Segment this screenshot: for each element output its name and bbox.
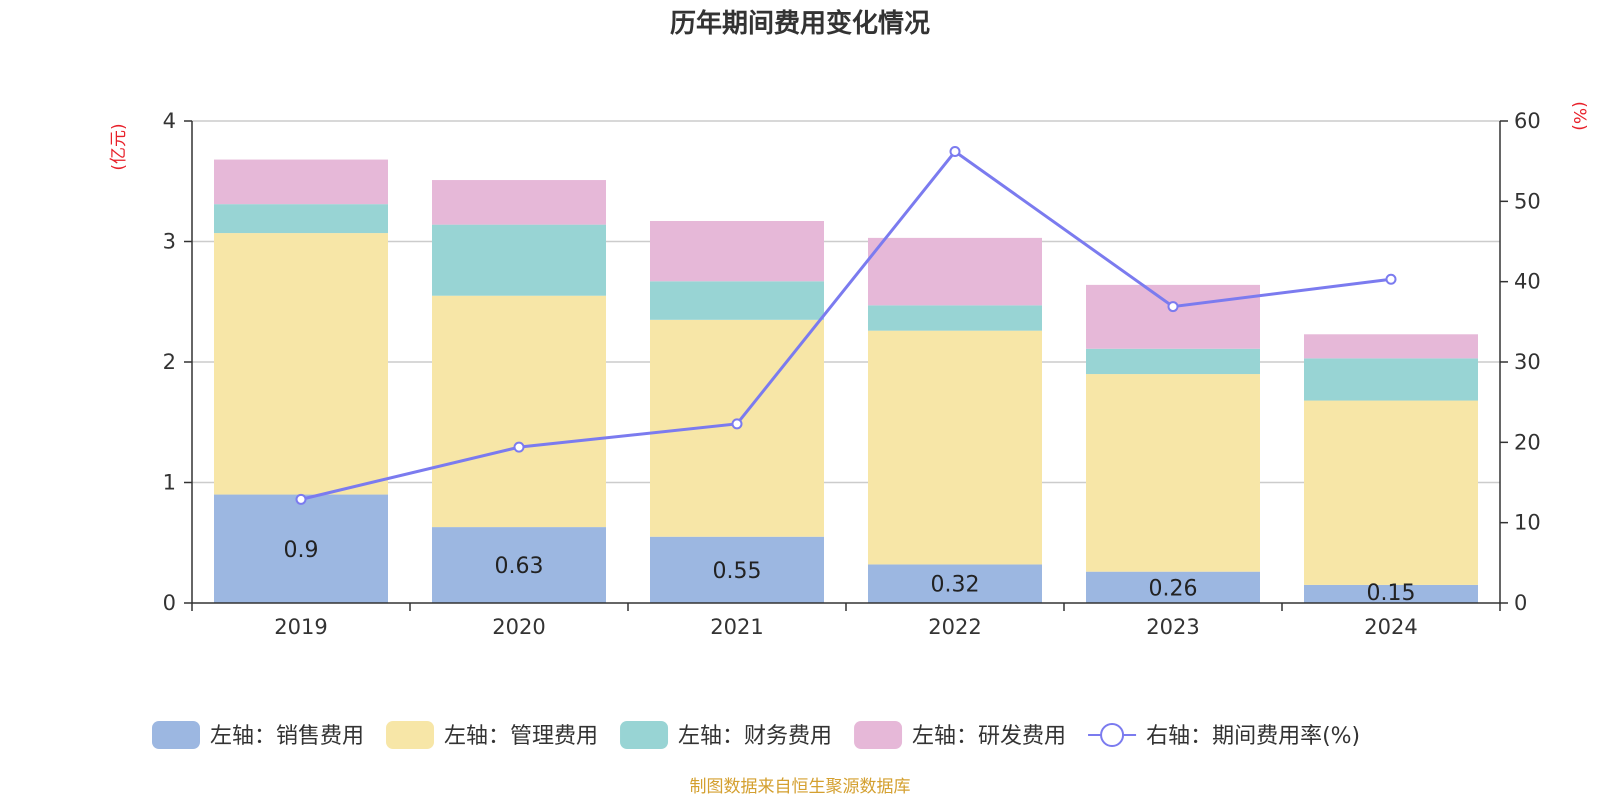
bar-segment-2-2023 <box>1086 374 1260 572</box>
right-tick-label: 50 <box>1514 189 1541 213</box>
sales-value-label-2020: 0.63 <box>495 554 544 579</box>
legend-swatch-4 <box>854 721 903 749</box>
x-tick-label: 2021 <box>710 615 763 639</box>
bar-segment-1-2023 <box>1086 571 1260 603</box>
bar-segment-4-2022 <box>868 237 1042 306</box>
expense-rate-point-2024 <box>1385 273 1397 285</box>
bar-segment-2-2020 <box>432 295 606 528</box>
left-tick-label: 1 <box>163 471 176 495</box>
left-tick-label: 3 <box>163 230 176 254</box>
legend-label-4: 左轴：研发费用 <box>912 724 1066 749</box>
bar-segment-4-2023 <box>1086 284 1260 349</box>
x-tick-label: 2024 <box>1364 615 1417 639</box>
expense-rate-line <box>295 146 1397 505</box>
bar-segment-3-2019 <box>214 204 388 234</box>
left-tick-label: 2 <box>163 350 176 374</box>
bar-segment-4-2021 <box>650 221 824 282</box>
bar-segment-1-2022 <box>868 564 1042 603</box>
expense-rate-point-2022 <box>949 146 961 158</box>
legend-swatch-2 <box>386 721 435 749</box>
left-tick-label: 0 <box>163 591 176 615</box>
x-tick-label: 2023 <box>1146 615 1199 639</box>
sales-value-label-2019: 0.9 <box>284 538 319 563</box>
bar-segment-3-2024 <box>1304 358 1478 401</box>
expense-rate-point-2020 <box>513 441 525 453</box>
bar-segment-2-2024 <box>1304 400 1478 585</box>
right-tick-label: 20 <box>1514 430 1541 454</box>
bar-segment-3-2022 <box>868 305 1042 331</box>
sales-value-label-2024: 0.15 <box>1367 581 1416 606</box>
expense-rate-path <box>300 149 1392 501</box>
bar-segment-1-2024 <box>1304 584 1478 603</box>
sales-value-label-2022: 0.32 <box>931 573 980 598</box>
right-axis-unit: (%) <box>1569 101 1589 130</box>
bar-segment-1-2019 <box>214 494 388 603</box>
x-tick-label: 2020 <box>492 615 545 639</box>
legend-label-5: 右轴：期间费用率(%) <box>1146 724 1360 749</box>
legend-label-1: 左轴：销售费用 <box>210 724 364 749</box>
bar-segment-1-2021 <box>650 536 824 603</box>
sales-value-label-2021: 0.55 <box>713 559 762 584</box>
legend-circle-marker <box>1100 723 1125 747</box>
bar-segment-3-2020 <box>432 224 606 296</box>
data-labels: 0.9 0.63 0.55 0.32 0.26 0.15 <box>284 538 1416 606</box>
right-tick-label: 60 <box>1514 109 1541 133</box>
right-tick-label: 10 <box>1514 511 1541 535</box>
bar-segment-4-2019 <box>214 159 388 205</box>
legend-label-2: 左轴：管理费用 <box>444 724 598 749</box>
right-tick-label: 30 <box>1514 350 1541 374</box>
bar-segment-3-2021 <box>650 281 824 320</box>
expense-rate-point-2021 <box>731 418 743 430</box>
expense-rate-point-2023 <box>1167 301 1179 313</box>
x-tick-label: 2022 <box>928 615 981 639</box>
sales-value-label-2023: 0.26 <box>1149 576 1198 601</box>
expense-rate-point-2019 <box>295 493 307 505</box>
legend-label-3: 左轴：财务费用 <box>678 724 832 749</box>
legend: 左轴：销售费用 左轴：管理费用 左轴：财务费用 左轴：研发费用 右轴：期间费用率(%) <box>152 721 1360 749</box>
right-tick-label: 0 <box>1514 591 1527 615</box>
grid-lines <box>192 120 1500 484</box>
bar-segment-2-2022 <box>868 330 1042 565</box>
right-tick-label: 40 <box>1514 270 1541 294</box>
bar-segment-3-2023 <box>1086 348 1260 375</box>
bar-segment-4-2020 <box>432 180 606 225</box>
bar-segment-4-2024 <box>1304 334 1478 359</box>
legend-swatch-1 <box>152 721 200 749</box>
bars <box>214 159 1478 603</box>
bar-segment-1-2020 <box>432 527 606 603</box>
bar-segment-2-2019 <box>214 233 388 495</box>
left-tick-label: 4 <box>163 109 176 133</box>
chart-title: 历年期间费用变化情况 <box>670 8 930 39</box>
x-tick-label: 2019 <box>274 615 327 639</box>
source-note: 制图数据来自恒生聚源数据库 <box>690 777 911 797</box>
legend-swatch-3 <box>620 721 669 749</box>
left-axis-unit: (亿元) <box>109 123 129 170</box>
